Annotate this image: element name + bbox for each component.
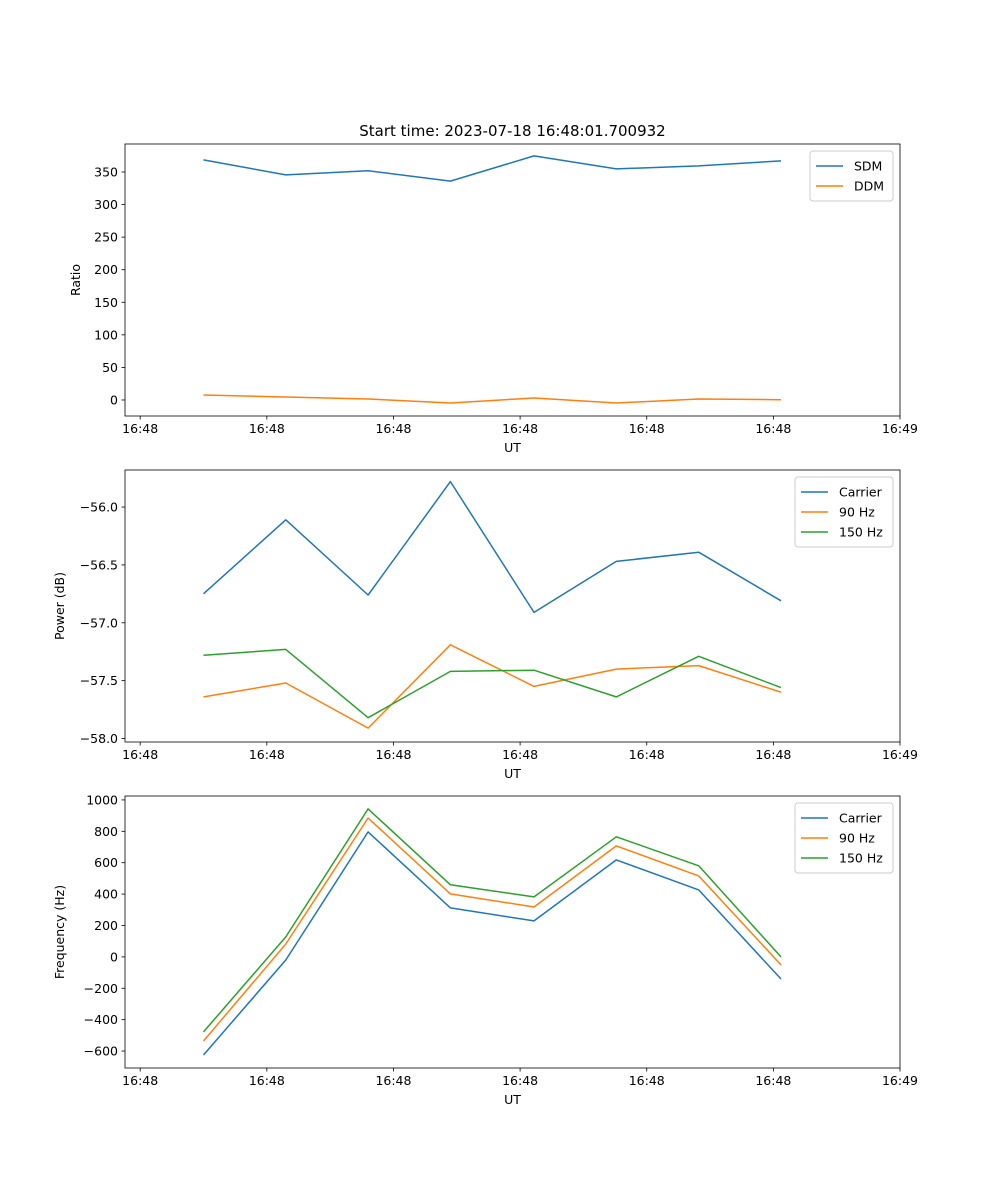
legend: SDM DDM <box>809 150 894 202</box>
y-axis-label: Ratio <box>68 264 83 296</box>
x-tick-label: 16:48 <box>122 747 158 762</box>
y-tick-label: 0 <box>110 949 118 964</box>
x-tick-label: 16:48 <box>375 747 411 762</box>
series-line-carrier <box>202 480 782 614</box>
axes-frame <box>124 469 901 743</box>
x-tick-label: 16:48 <box>755 1073 791 1088</box>
x-tick-label: 16:48 <box>249 421 285 436</box>
x-axis-label: UT <box>504 440 521 455</box>
y-tick-label: 350 <box>94 165 118 180</box>
legend-box <box>794 802 894 874</box>
y-tick-label: −200 <box>84 981 118 996</box>
x-tick-label: 16:48 <box>375 1073 411 1088</box>
x-tick-label: 16:48 <box>502 1073 538 1088</box>
series-line-150-hz <box>203 648 782 719</box>
subplot-2: 16:48 16:48 16:48 16:48 16:48 16:48 16:49 −58.0… <box>52 469 918 781</box>
y-tick-label: −400 <box>84 1012 118 1027</box>
x-tick-label: 16:48 <box>249 1073 285 1088</box>
legend-label: 150 Hz <box>839 851 883 866</box>
y-tick-label: −56.5 <box>80 557 118 572</box>
series-line-ddm <box>203 394 782 404</box>
y-tick-label: 100 <box>94 327 118 342</box>
y-tick-label: −58.0 <box>80 731 118 746</box>
x-tick-label: 16:49 <box>882 1073 918 1088</box>
legend-label: Carrier <box>839 485 883 500</box>
y-axis-label: Power (dB) <box>52 572 67 640</box>
y-tick-label: 250 <box>94 230 118 245</box>
y-tick-label: 1000 <box>86 792 118 807</box>
legend: Carrier 90 Hz 150 Hz <box>794 802 894 874</box>
legend-label: 150 Hz <box>839 525 883 540</box>
axes-frame <box>124 143 901 417</box>
x-tick-label: 16:48 <box>122 421 158 436</box>
x-tick-label: 16:48 <box>502 421 538 436</box>
y-tick-label: 800 <box>94 824 118 839</box>
x-tick-label: 16:49 <box>882 747 918 762</box>
subplot-1: 16:48 16:48 16:48 16:48 16:48 16:48 16:49 0 50 10… <box>68 122 918 455</box>
y-tick-label: −600 <box>84 1044 118 1059</box>
x-tick-label: 16:48 <box>629 421 665 436</box>
subplot-3: 16:48 16:48 16:48 16:48 16:48 16:48 16:49 −600 −… <box>52 792 918 1107</box>
y-tick-label: 50 <box>102 360 118 375</box>
chart-title: Start time: 2023-07-18 16:48:01.700932 <box>359 122 665 140</box>
x-axis-label: UT <box>504 1092 521 1107</box>
y-tick-label: −56.0 <box>80 500 118 515</box>
y-axis-label: Frequency (Hz) <box>52 885 67 979</box>
y-tick-label: 600 <box>94 855 118 870</box>
legend-label: DDM <box>854 179 884 194</box>
x-tick-label: 16:49 <box>882 421 918 436</box>
x-tick-label: 16:48 <box>122 1073 158 1088</box>
y-tick-label: 300 <box>94 197 118 212</box>
series-line-sdm <box>203 155 782 182</box>
y-tick-label: 0 <box>110 392 118 407</box>
series-line-carrier <box>202 831 782 1056</box>
series-line-90-hz <box>202 817 782 1042</box>
x-axis-label: UT <box>504 766 521 781</box>
y-tick-label: 200 <box>94 262 118 277</box>
x-tick-label: 16:48 <box>502 747 538 762</box>
x-tick-label: 16:48 <box>249 747 285 762</box>
legend-box <box>794 476 894 548</box>
legend-box <box>809 150 894 202</box>
legend-label: 90 Hz <box>839 505 875 520</box>
x-tick-label: 16:48 <box>629 1073 665 1088</box>
y-tick-label: 400 <box>94 887 118 902</box>
series-line-150-hz <box>202 808 782 1033</box>
legend-label: Carrier <box>839 811 883 826</box>
y-tick-label: −57.5 <box>80 673 118 688</box>
legend-label: 90 Hz <box>839 831 875 846</box>
series-line-90-hz <box>203 644 782 729</box>
legend-label: SDM <box>854 159 882 174</box>
y-tick-label: −57.0 <box>80 615 118 630</box>
y-tick-label: 200 <box>94 918 118 933</box>
legend: Carrier 90 Hz 150 Hz <box>794 476 894 548</box>
x-tick-label: 16:48 <box>375 421 411 436</box>
x-tick-label: 16:48 <box>755 747 791 762</box>
x-tick-label: 16:48 <box>755 421 791 436</box>
axes-frame <box>124 795 901 1069</box>
x-tick-label: 16:48 <box>629 747 665 762</box>
y-tick-label: 150 <box>94 295 118 310</box>
